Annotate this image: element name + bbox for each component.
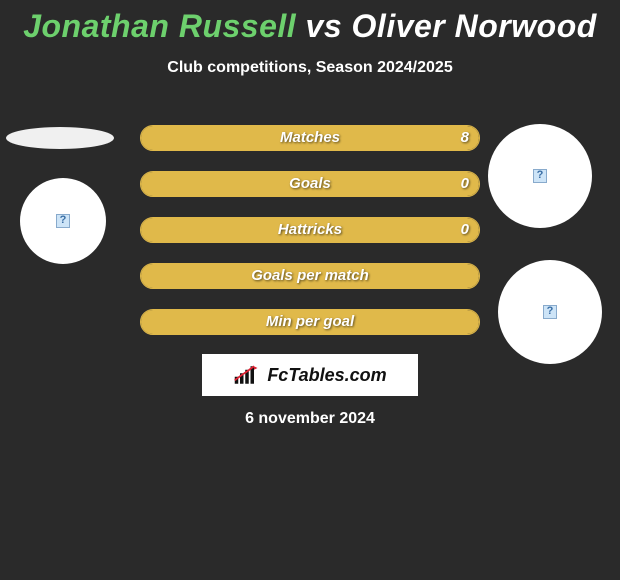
stat-label: Goals per match: [141, 264, 479, 288]
player2-avatar-2: [498, 260, 602, 364]
player1-avatar: [20, 178, 106, 264]
stat-value-player2: 0: [461, 172, 469, 196]
watermark-text: FcTables.com: [267, 365, 386, 386]
image-placeholder-icon: [56, 214, 70, 228]
player1-name: Jonathan Russell: [23, 8, 296, 44]
vs-text: vs: [306, 8, 343, 44]
player2-name: Oliver Norwood: [352, 8, 597, 44]
stat-label: Matches: [141, 126, 479, 150]
stat-bar: Goals per match: [140, 263, 480, 289]
image-placeholder-icon: [543, 305, 557, 319]
stat-value-player2: 0: [461, 218, 469, 242]
date-text: 6 november 2024: [0, 410, 620, 428]
image-placeholder-icon: [533, 169, 547, 183]
stat-label: Hattricks: [141, 218, 479, 242]
page-title: Jonathan Russell vs Oliver Norwood: [0, 0, 620, 45]
stat-bar: Min per goal: [140, 309, 480, 335]
player1-shadow-ellipse: [6, 127, 114, 149]
stats-container: Matches8Goals0Hattricks0Goals per matchM…: [140, 125, 480, 355]
stat-label: Min per goal: [141, 310, 479, 334]
stat-bar: Hattricks0: [140, 217, 480, 243]
stat-label: Goals: [141, 172, 479, 196]
subtitle: Club competitions, Season 2024/2025: [0, 59, 620, 77]
stat-bar: Goals0: [140, 171, 480, 197]
player2-avatar-1: [488, 124, 592, 228]
watermark-chart-icon: [233, 364, 261, 386]
watermark: FcTables.com: [202, 354, 418, 396]
stat-value-player2: 8: [461, 126, 469, 150]
stat-bar: Matches8: [140, 125, 480, 151]
